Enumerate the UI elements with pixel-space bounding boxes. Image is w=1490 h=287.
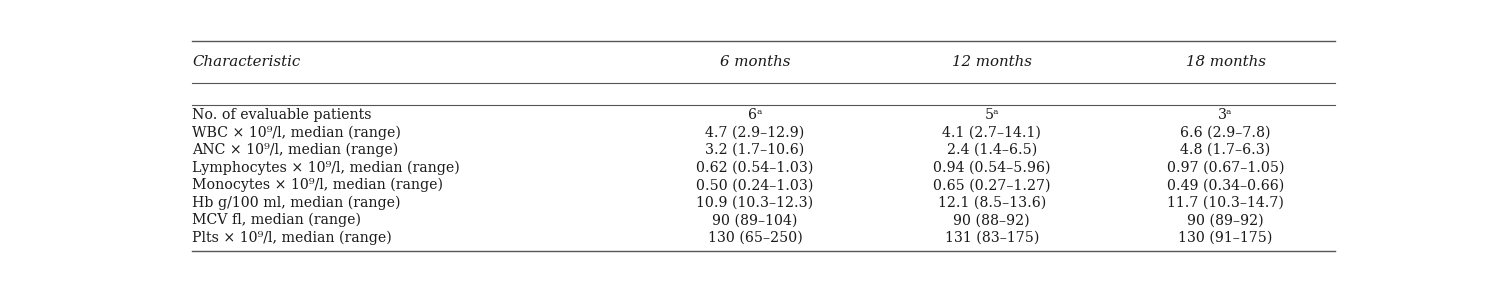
Text: 0.62 (0.54–1.03): 0.62 (0.54–1.03): [696, 161, 814, 175]
Text: 5ᵃ: 5ᵃ: [985, 108, 998, 122]
Text: Lymphocytes × 10⁹/l, median (range): Lymphocytes × 10⁹/l, median (range): [192, 160, 460, 175]
Text: 4.7 (2.9–12.9): 4.7 (2.9–12.9): [705, 126, 805, 139]
Text: 0.94 (0.54–5.96): 0.94 (0.54–5.96): [933, 161, 1050, 175]
Text: 90 (89–104): 90 (89–104): [712, 213, 797, 227]
Text: 4.8 (1.7–6.3): 4.8 (1.7–6.3): [1180, 143, 1271, 157]
Text: 12.1 (8.5–13.6): 12.1 (8.5–13.6): [937, 196, 1046, 210]
Text: 0.50 (0.24–1.03): 0.50 (0.24–1.03): [696, 178, 814, 192]
Text: 18 months: 18 months: [1186, 55, 1265, 69]
Text: 10.9 (10.3–12.3): 10.9 (10.3–12.3): [696, 196, 814, 210]
Text: 90 (89–92): 90 (89–92): [1188, 213, 1264, 227]
Text: Monocytes × 10⁹/l, median (range): Monocytes × 10⁹/l, median (range): [192, 178, 443, 192]
Text: 131 (83–175): 131 (83–175): [945, 231, 1039, 245]
Text: Hb g/100 ml, median (range): Hb g/100 ml, median (range): [192, 195, 401, 210]
Text: 4.1 (2.7–14.1): 4.1 (2.7–14.1): [942, 126, 1042, 139]
Text: 2.4 (1.4–6.5): 2.4 (1.4–6.5): [946, 143, 1037, 157]
Text: 11.7 (10.3–14.7): 11.7 (10.3–14.7): [1167, 196, 1284, 210]
Text: Characteristic: Characteristic: [192, 55, 301, 69]
Text: 6ᵃ: 6ᵃ: [748, 108, 763, 122]
Text: 3.2 (1.7–10.6): 3.2 (1.7–10.6): [705, 143, 805, 157]
Text: 3ᵃ: 3ᵃ: [1219, 108, 1232, 122]
Text: 90 (88–92): 90 (88–92): [954, 213, 1030, 227]
Text: 130 (65–250): 130 (65–250): [708, 231, 802, 245]
Text: MCV fl, median (range): MCV fl, median (range): [192, 213, 361, 228]
Text: 0.65 (0.27–1.27): 0.65 (0.27–1.27): [933, 178, 1050, 192]
Text: 0.97 (0.67–1.05): 0.97 (0.67–1.05): [1167, 161, 1284, 175]
Text: No. of evaluable patients: No. of evaluable patients: [192, 108, 371, 122]
Text: 6.6 (2.9–7.8): 6.6 (2.9–7.8): [1180, 126, 1271, 139]
Text: 130 (91–175): 130 (91–175): [1179, 231, 1272, 245]
Text: 0.49 (0.34–0.66): 0.49 (0.34–0.66): [1167, 178, 1284, 192]
Text: WBC × 10⁹/l, median (range): WBC × 10⁹/l, median (range): [192, 125, 401, 140]
Text: ANC × 10⁹/l, median (range): ANC × 10⁹/l, median (range): [192, 143, 398, 157]
Text: Plts × 10⁹/l, median (range): Plts × 10⁹/l, median (range): [192, 231, 392, 245]
Text: 6 months: 6 months: [720, 55, 790, 69]
Text: 12 months: 12 months: [952, 55, 1031, 69]
